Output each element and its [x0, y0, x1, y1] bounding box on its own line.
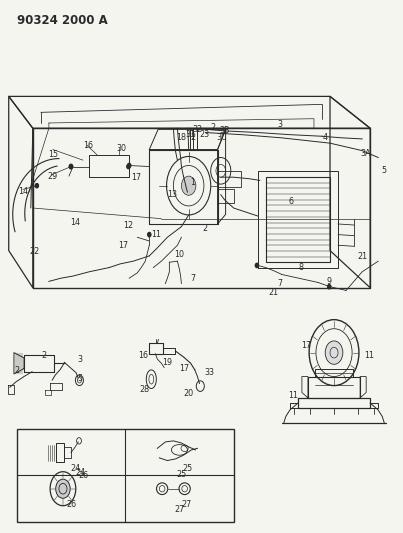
Text: 27: 27: [181, 500, 191, 509]
Text: 11: 11: [364, 351, 374, 360]
Text: 3A: 3A: [360, 149, 371, 158]
Circle shape: [147, 232, 151, 237]
Text: 90324 2000 A: 90324 2000 A: [17, 14, 108, 27]
Circle shape: [35, 183, 38, 188]
Text: 19: 19: [162, 358, 172, 367]
Text: 29: 29: [47, 172, 57, 181]
Text: 31: 31: [185, 130, 195, 139]
Text: 17: 17: [180, 364, 190, 373]
Text: 27: 27: [174, 505, 185, 514]
Circle shape: [181, 176, 196, 195]
Text: 30: 30: [116, 144, 126, 153]
Text: 25: 25: [182, 464, 193, 473]
Text: 24: 24: [70, 464, 80, 473]
Text: 17: 17: [301, 341, 311, 350]
Text: 28: 28: [139, 385, 150, 394]
Circle shape: [328, 285, 331, 289]
Text: 7: 7: [277, 279, 283, 288]
Text: 25: 25: [176, 471, 187, 479]
Text: 16: 16: [138, 351, 148, 360]
Text: 26: 26: [66, 500, 76, 509]
Text: 3: 3: [78, 355, 83, 364]
Text: 13: 13: [168, 190, 178, 199]
Text: 22: 22: [30, 247, 40, 256]
Text: 2: 2: [41, 351, 46, 360]
Text: 8: 8: [299, 263, 303, 272]
Circle shape: [128, 164, 131, 167]
Text: 2: 2: [190, 133, 195, 142]
Text: 9: 9: [327, 277, 332, 286]
Text: 3B: 3B: [220, 126, 230, 135]
Text: 5: 5: [382, 166, 387, 175]
Text: 6: 6: [288, 197, 293, 206]
Text: 14: 14: [18, 187, 28, 196]
Text: 17: 17: [131, 173, 141, 182]
Text: 15: 15: [48, 150, 58, 159]
Text: 3C: 3C: [216, 133, 227, 142]
Text: 7: 7: [190, 273, 195, 282]
Text: 4: 4: [323, 133, 328, 142]
Text: 18: 18: [177, 133, 187, 142]
Text: 20: 20: [184, 389, 194, 398]
Circle shape: [256, 263, 259, 268]
Text: 11: 11: [152, 230, 162, 239]
Text: 5: 5: [78, 374, 83, 383]
Text: 11: 11: [288, 391, 298, 400]
Text: 33: 33: [205, 368, 214, 377]
Circle shape: [56, 479, 70, 498]
Text: 24: 24: [75, 469, 85, 477]
Circle shape: [325, 341, 343, 365]
Text: 2: 2: [210, 123, 215, 132]
Text: 14: 14: [70, 219, 80, 228]
Text: 26: 26: [79, 471, 89, 480]
Text: 2: 2: [14, 366, 19, 375]
Text: 21: 21: [357, 253, 367, 261]
Text: 21: 21: [268, 287, 278, 296]
Text: 32: 32: [192, 125, 203, 134]
Text: 12: 12: [123, 221, 133, 230]
Text: 3: 3: [277, 119, 283, 128]
Text: 1: 1: [190, 178, 195, 187]
Text: 23: 23: [199, 130, 210, 139]
Text: 10: 10: [174, 251, 185, 260]
Text: 17: 17: [118, 241, 128, 250]
Text: 2: 2: [202, 224, 207, 233]
Text: 16: 16: [83, 141, 93, 150]
Circle shape: [69, 165, 73, 168]
Circle shape: [127, 165, 130, 168]
Circle shape: [69, 165, 73, 168]
Bar: [17, 429, 234, 522]
